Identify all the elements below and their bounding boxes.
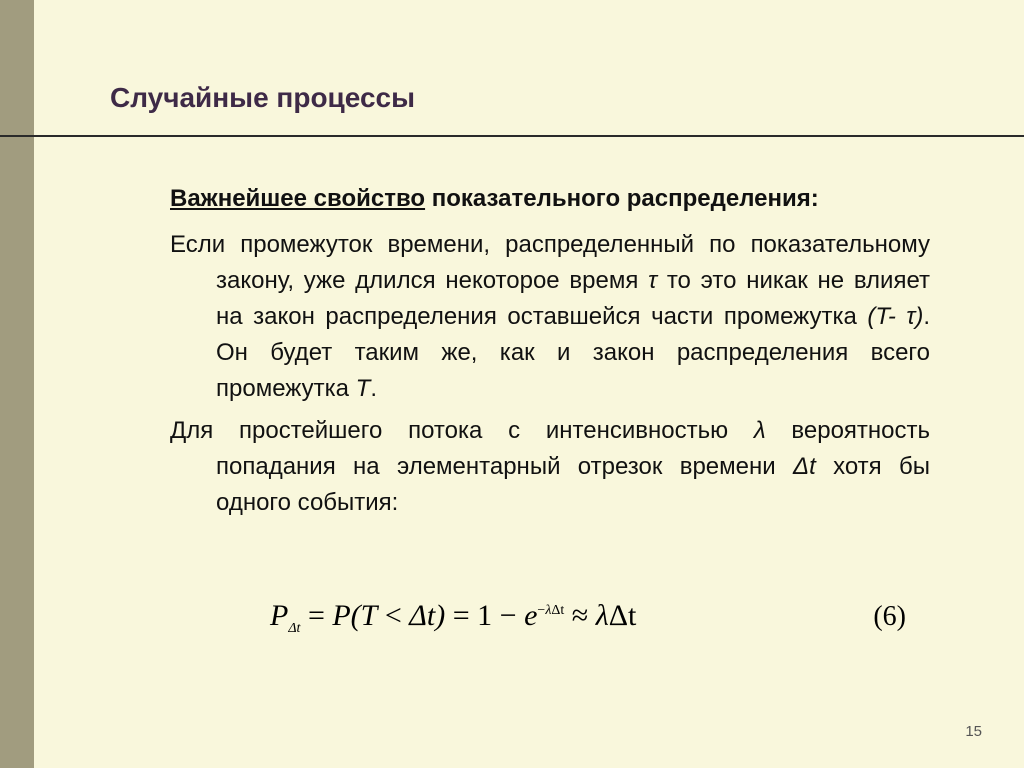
f-lt: < (377, 599, 409, 632)
f-exp: −λΔt (537, 603, 564, 618)
formula-row: PΔt = P(T < Δt) = 1 − e−λΔt ≈ λΔt (6) (0, 595, 1024, 655)
f-eq2: = (445, 599, 477, 632)
f-e: e (524, 599, 537, 632)
subheading: Важнейшее свойство показательного распре… (170, 185, 930, 213)
f-approx: ≈ (564, 599, 595, 632)
f-P: P (270, 599, 288, 632)
f-dt2: Δt (609, 599, 637, 632)
t-symbol: T (356, 375, 371, 402)
formula: PΔt = P(T < Δt) = 1 − e−λΔt ≈ λΔt (270, 599, 636, 637)
f-lambda: λ (596, 599, 609, 632)
content-block: Важнейшее свойство показательного распре… (170, 185, 930, 527)
p2-text-a: Для простейшего потока с интенсивностью (170, 417, 754, 444)
f-PT: P(T (332, 599, 377, 632)
f-close: ) (435, 599, 445, 632)
paragraph-1: Если промежуток времени, распределенный … (170, 227, 930, 407)
f-exp-dt: Δt (551, 603, 564, 618)
paragraph-2: Для простейшего потока с интенсивностью … (170, 413, 930, 521)
page-number: 15 (965, 723, 982, 740)
t-minus-tau: (T- τ) (867, 303, 923, 330)
p1-text-d: . (370, 375, 377, 402)
subheading-underlined: Важнейшее свойство (170, 185, 425, 212)
f-one-minus: 1 − (477, 599, 524, 632)
tau-symbol: τ (648, 267, 657, 294)
slide: Случайные процессы Важнейшее свойство по… (0, 0, 1024, 768)
title-rule (0, 135, 1024, 137)
lambda-symbol: λ (754, 417, 766, 444)
f-eq1: = (300, 599, 332, 632)
slide-title: Случайные процессы (110, 82, 415, 114)
equation-number: (6) (873, 601, 906, 633)
subheading-rest: показательного распределения: (425, 185, 819, 212)
delta-t-symbol: Δt (793, 453, 816, 480)
f-dt: Δt (409, 599, 435, 632)
f-sub-dt: Δt (288, 621, 300, 636)
